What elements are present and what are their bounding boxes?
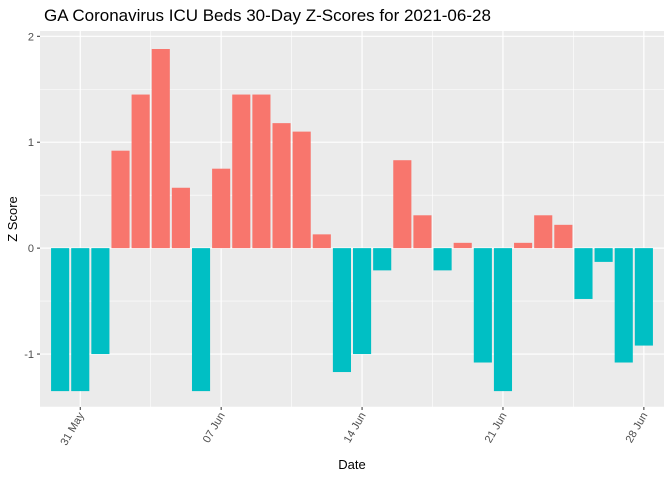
x-tick-label: 14 Jun <box>342 411 369 446</box>
bar <box>614 248 633 363</box>
bar <box>232 94 251 249</box>
bar <box>413 215 432 249</box>
bar <box>312 234 331 249</box>
x-tick-label: 21 Jun <box>483 411 510 446</box>
y-axis-title: Z Score <box>5 196 20 242</box>
bar <box>292 131 311 249</box>
bar <box>272 123 291 249</box>
y-tick-label: 2 <box>28 31 34 43</box>
x-tick-label: 28 Jun <box>624 411 651 446</box>
bar <box>493 248 513 392</box>
bar <box>473 248 492 363</box>
x-tick-label: 31 May <box>58 410 87 448</box>
bar <box>191 248 211 392</box>
bar <box>171 187 190 249</box>
bars <box>51 49 653 392</box>
bar <box>554 224 573 249</box>
bar <box>91 248 110 355</box>
y-tick-label: 1 <box>28 137 34 149</box>
bar <box>574 248 593 299</box>
bar <box>131 94 150 249</box>
chart-title: GA Coronavirus ICU Beds 30-Day Z-Scores … <box>44 6 491 25</box>
bar <box>373 248 392 271</box>
bar <box>212 168 231 249</box>
x-tick-label: 07 Jun <box>201 411 228 446</box>
bar <box>51 248 70 392</box>
y-tick-label: 0 <box>28 243 34 255</box>
bar <box>433 248 452 271</box>
bar <box>594 248 613 262</box>
bar <box>514 242 533 249</box>
bar <box>393 160 412 249</box>
x-axis-title: Date <box>338 457 365 472</box>
y-tick-label: -1 <box>24 349 34 361</box>
bar <box>111 150 130 249</box>
bar <box>353 248 372 355</box>
bar <box>71 248 90 392</box>
bar <box>332 248 351 373</box>
bar <box>634 248 653 346</box>
bar <box>151 49 170 249</box>
bar <box>252 94 271 249</box>
bar <box>453 242 472 249</box>
bar <box>534 215 553 249</box>
